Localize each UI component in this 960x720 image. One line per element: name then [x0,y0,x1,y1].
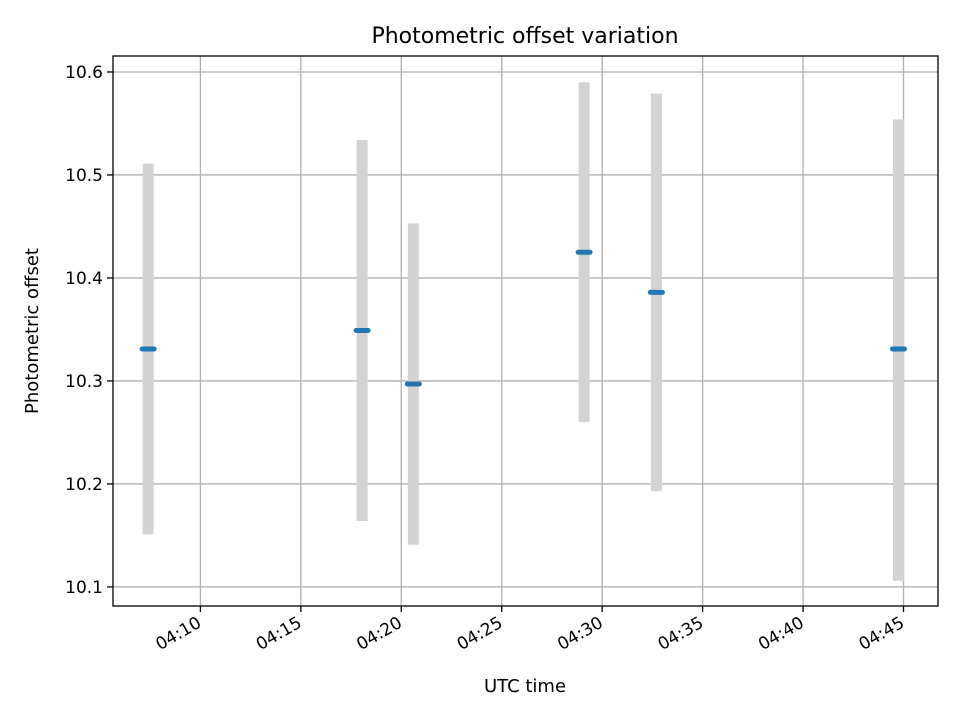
error-bars [142,82,904,581]
x-tick-label: 04:45 [856,613,908,655]
y-axis-ticks: 10.1 10.2 10.3 10.4 10.5 10.6 [65,63,113,598]
grid-lines [113,56,938,606]
y-tick-label: 10.5 [65,166,103,186]
x-tick-label: 04:20 [353,613,405,655]
x-tick-label: 04:30 [554,613,606,655]
x-tick-label: 04:10 [152,613,204,655]
data-points [139,249,907,387]
x-axis-label: UTC time [484,676,566,697]
x-tick-label: 04:15 [253,613,305,655]
y-tick-label: 10.1 [65,578,103,598]
plot-frame [112,55,939,607]
y-tick-label: 10.3 [65,372,103,392]
y-tick-label: 10.4 [65,269,103,289]
y-tick-label: 10.6 [65,63,103,83]
x-tick-label: 04:35 [655,613,707,655]
chart-title: Photometric offset variation [371,24,678,49]
x-tick-label: 04:40 [755,613,807,655]
x-axis-ticks: 04:10 04:15 04:20 04:25 04:30 04:35 04:40 04:45 [152,606,908,655]
y-tick-label: 10.2 [65,475,103,495]
x-tick-label: 04:25 [454,613,506,655]
y-axis-label: Photometric offset [22,248,43,414]
